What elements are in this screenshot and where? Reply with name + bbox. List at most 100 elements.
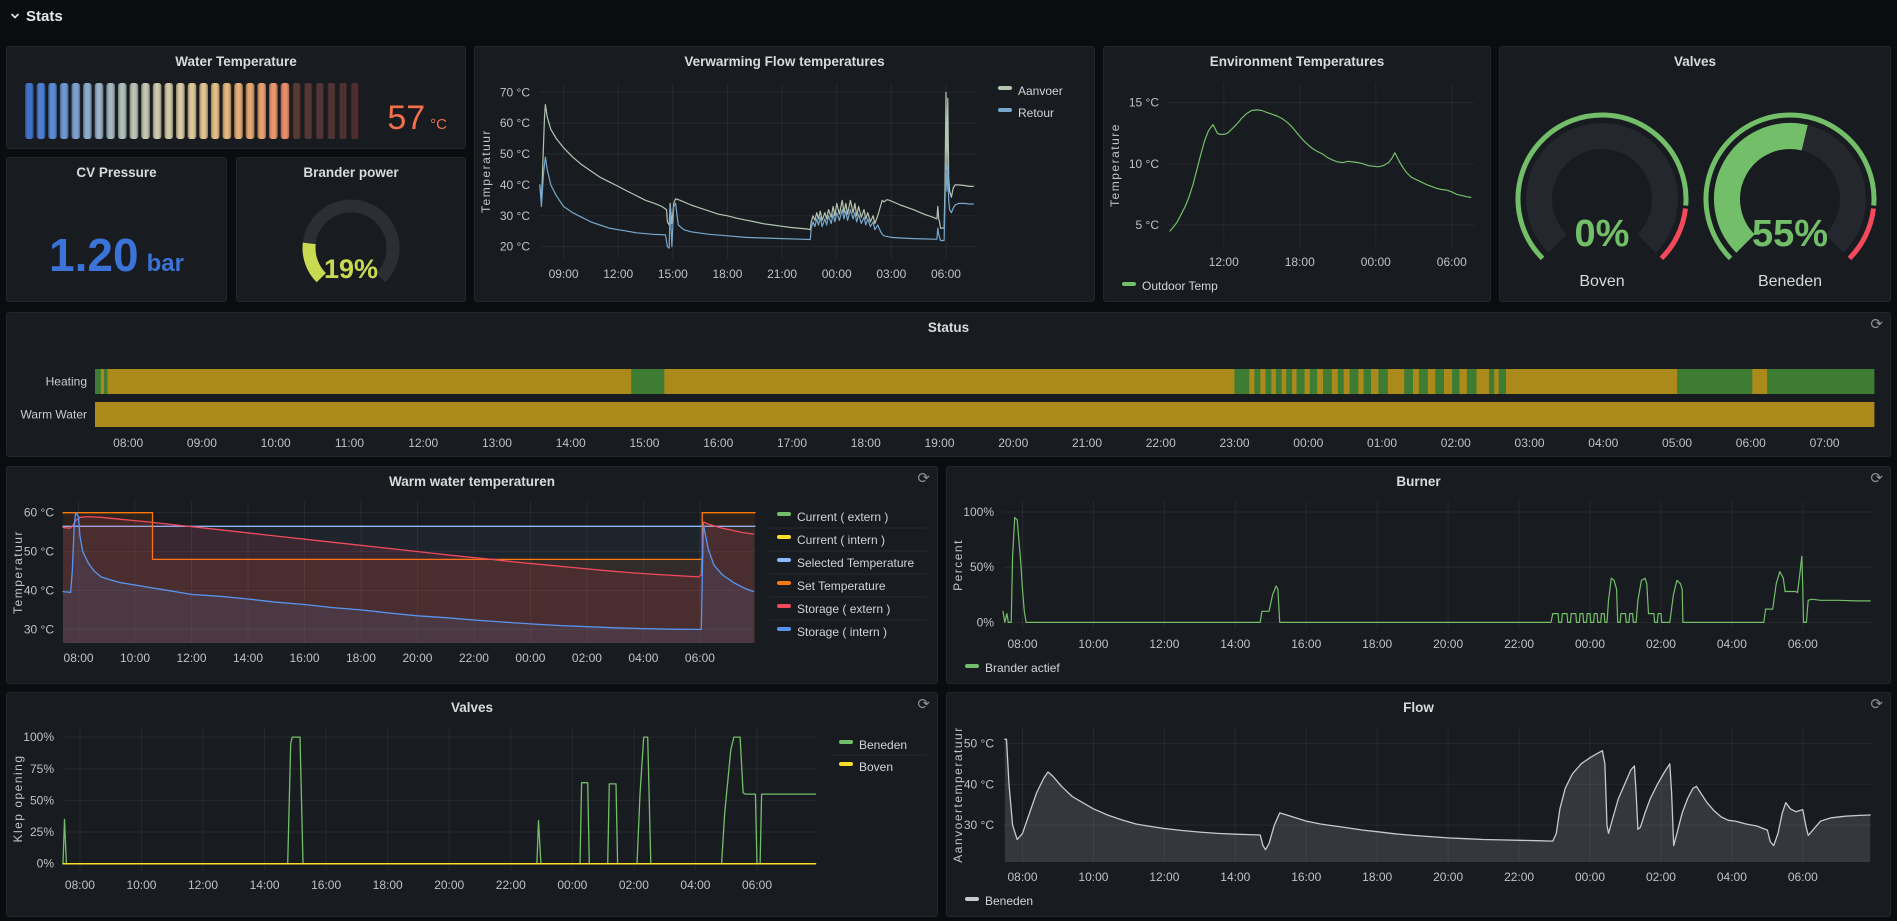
series: [62, 736, 817, 865]
section-title: Stats: [26, 8, 63, 25]
svg-text:09:00: 09:00: [549, 267, 579, 281]
svg-text:19:00: 19:00: [924, 436, 954, 450]
grid: [1168, 83, 1474, 247]
grid: [63, 727, 817, 870]
grid: [1003, 727, 1872, 862]
refresh-icon[interactable]: ⟳: [1870, 696, 1883, 713]
axis-labels: 0% 50% 100% 08:00 10:00 12:00 14:00 16:00 18:00 2…: [963, 505, 1818, 651]
svg-text:20:00: 20:00: [434, 878, 464, 892]
svg-text:02:00: 02:00: [572, 651, 602, 665]
verwarming-flow-chart: 20 °C 30 °C 40 °C 50 °C 60 °C 70 °C 09:00 12:00…: [475, 47, 1094, 301]
refresh-icon[interactable]: ⟳: [1870, 470, 1883, 487]
legend: Brander actief: [965, 661, 1060, 675]
series-fill-Beneden: [1004, 739, 1871, 862]
valve-boven-label: Boven: [1579, 273, 1625, 290]
svg-text:00:00: 00:00: [1361, 255, 1391, 269]
timeline-row-label: Heating: [46, 375, 87, 389]
svg-text:Current ( intern ): Current ( intern ): [797, 533, 885, 547]
environment-svg: 5 °C 10 °C 15 °C 12:00 18:00 00:00 06:00 Temper…: [1108, 83, 1474, 293]
legend-item-Selected Temperature[interactable]: Selected Temperature: [777, 556, 915, 570]
legend-item-Outdoor Temp[interactable]: Outdoor Temp: [1122, 279, 1218, 293]
svg-text:12:00: 12:00: [176, 651, 206, 665]
svg-text:13:00: 13:00: [482, 436, 512, 450]
section-header-stats[interactable]: Stats: [10, 8, 63, 25]
gauge-svg: [302, 199, 400, 283]
svg-text:08:00: 08:00: [64, 651, 94, 665]
svg-text:10:00: 10:00: [1078, 637, 1108, 651]
series-fill-Storage ( intern ): [63, 512, 754, 643]
legend-item-Storage ( intern )[interactable]: Storage ( intern ): [777, 625, 887, 639]
svg-text:100%: 100%: [963, 505, 994, 519]
svg-text:08:00: 08:00: [1007, 637, 1037, 651]
svg-text:40 °C: 40 °C: [964, 777, 994, 791]
panel-title: Status: [927, 320, 970, 335]
svg-text:00:00: 00:00: [1575, 870, 1605, 884]
verwarming_flow-svg: 20 °C 30 °C 40 °C 50 °C 60 °C 70 °C 09:00 12:00…: [479, 83, 1063, 281]
panel-title: Verwarming Flow temperatures: [684, 54, 885, 69]
legend-item-Aanvoer[interactable]: Aanvoer: [998, 84, 1063, 98]
y-axis-label: Klep opening: [11, 754, 25, 842]
svg-text:08:00: 08:00: [1007, 870, 1037, 884]
warm-water-chart: 30 °C 40 °C 50 °C 60 °C 08:00 10:00 12:00 14:00…: [7, 467, 937, 683]
svg-text:02:00: 02:00: [1646, 870, 1676, 884]
svg-text:21:00: 21:00: [1072, 436, 1102, 450]
svg-text:00:00: 00:00: [1293, 436, 1323, 450]
panel-burner: Burner ⟳ 0% 50% 100% 08:00 10:00 12:00 14:00 16…: [946, 466, 1891, 684]
svg-text:Storage ( intern ): Storage ( intern ): [797, 625, 887, 639]
svg-text:20:00: 20:00: [402, 651, 432, 665]
svg-text:12:00: 12:00: [603, 267, 633, 281]
svg-text:08:00: 08:00: [113, 436, 143, 450]
legend-item-Current ( intern )[interactable]: Current ( intern ): [777, 533, 885, 547]
svg-text:06:00: 06:00: [685, 651, 715, 665]
svg-text:0%: 0%: [977, 615, 995, 629]
series: [539, 91, 974, 249]
panel-title: Valves: [450, 700, 494, 715]
svg-text:18:00: 18:00: [1362, 637, 1392, 651]
series: [1002, 517, 1871, 623]
legend-item-Boven[interactable]: Boven: [839, 760, 893, 774]
legend-item-Beneden[interactable]: Beneden: [839, 738, 907, 752]
svg-text:14:00: 14:00: [250, 878, 280, 892]
legend-item-Beneden[interactable]: Beneden: [965, 894, 1033, 908]
status-timeline-svg: Heating Warm Water 08:00 09:00 10:00 11:00 12:…: [21, 369, 1875, 450]
svg-text:16:00: 16:00: [1291, 870, 1321, 884]
svg-text:14:00: 14:00: [556, 436, 586, 450]
svg-text:18:00: 18:00: [373, 878, 403, 892]
x-axis: 08:00 09:00 10:00 11:00 12:00 13:00 14:00 15:00…: [113, 436, 1840, 450]
refresh-icon[interactable]: ⟳: [917, 470, 930, 487]
axis-labels: 30 °C 40 °C 50 °C 60 °C 08:00 10:00 12:00 14:00…: [24, 506, 715, 665]
svg-text:Boven: Boven: [859, 760, 893, 774]
valve-beneden-label: Beneden: [1757, 273, 1823, 290]
svg-text:12:00: 12:00: [408, 436, 438, 450]
panel-title: Water Temperature: [175, 54, 297, 69]
panel-valves-gauges: Valves 0% 55% Boven Beneden: [1499, 46, 1891, 302]
refresh-icon[interactable]: ⟳: [917, 696, 930, 713]
legend-item-Current ( extern )[interactable]: Current ( extern ): [777, 510, 888, 524]
svg-text:30 °C: 30 °C: [964, 818, 994, 832]
series-line-Retour: [539, 156, 974, 249]
svg-text:06:00: 06:00: [931, 267, 961, 281]
svg-text:Aanvoer: Aanvoer: [1018, 84, 1063, 98]
svg-text:20 °C: 20 °C: [500, 240, 530, 254]
legend-item-Storage ( extern )[interactable]: Storage ( extern ): [777, 602, 890, 616]
svg-text:00:00: 00:00: [1575, 637, 1605, 651]
legend-item-Brander actief[interactable]: Brander actief: [965, 661, 1060, 675]
svg-text:50%: 50%: [30, 793, 54, 807]
svg-text:Current ( extern ): Current ( extern ): [797, 510, 888, 524]
legend: Beneden: [965, 894, 1033, 908]
svg-text:04:00: 04:00: [1588, 436, 1618, 450]
svg-text:Beneden: Beneden: [985, 894, 1033, 908]
grid: [63, 501, 755, 643]
svg-text:06:00: 06:00: [1788, 870, 1818, 884]
svg-text:50 °C: 50 °C: [24, 545, 54, 559]
svg-text:09:00: 09:00: [187, 436, 217, 450]
svg-text:30 °C: 30 °C: [500, 209, 530, 223]
refresh-icon[interactable]: ⟳: [1870, 316, 1883, 333]
svg-text:Storage ( extern ): Storage ( extern ): [797, 602, 890, 616]
svg-text:20:00: 20:00: [1433, 870, 1463, 884]
timeline-row-label: Warm Water: [21, 408, 87, 422]
legend-item-Set Temperature[interactable]: Set Temperature: [777, 579, 886, 593]
axis-labels: 20 °C 30 °C 40 °C 50 °C 60 °C 70 °C 09:00 12:00…: [500, 85, 961, 281]
legend-item-Retour[interactable]: Retour: [998, 106, 1054, 120]
svg-text:00:00: 00:00: [515, 651, 545, 665]
